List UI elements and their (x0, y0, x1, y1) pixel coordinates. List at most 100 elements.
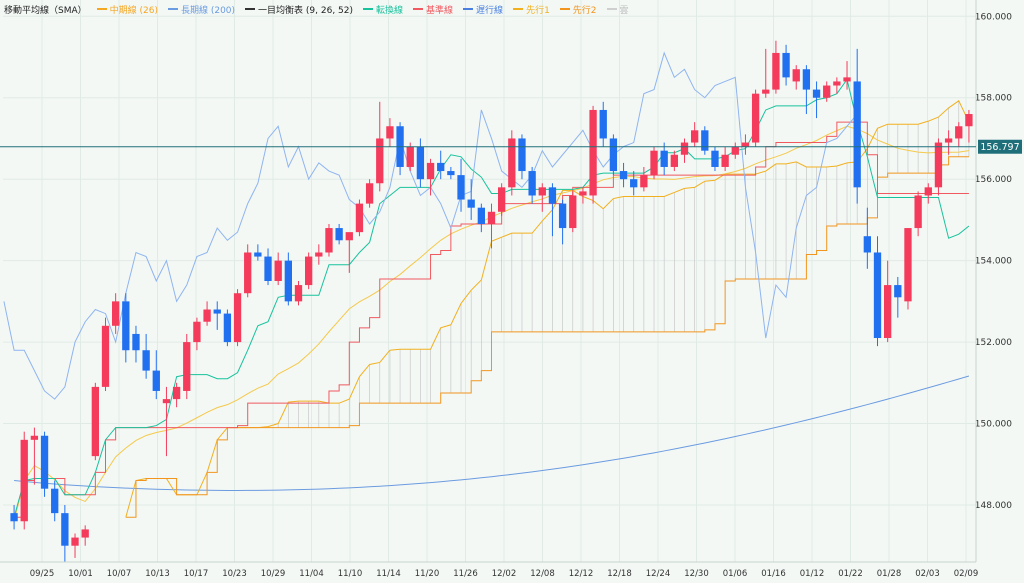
legend-swatch (606, 8, 617, 10)
legend-swatch (413, 8, 424, 10)
candle-body (20, 439, 28, 522)
candle-down (40, 431, 49, 497)
x-tick-label: 01/06 (723, 569, 748, 579)
x-tick-label: 01/12 (800, 569, 825, 579)
candle-down (782, 44, 790, 86)
x-tick-label: 11/14 (376, 569, 401, 579)
candle-body (599, 109, 607, 139)
y-tick-label: 150.000 (975, 420, 1012, 430)
candle-up (884, 260, 892, 343)
candle-body (447, 171, 455, 176)
legend-tenkan: 転換線 (363, 3, 403, 16)
legend-kijun: 基準線 (413, 3, 453, 16)
y-tick-label: 152.000 (975, 338, 1012, 348)
legend-senkou1: 先行1 (513, 3, 550, 16)
candle-body (376, 138, 384, 184)
candle-body (294, 285, 303, 302)
x-tick-label: 10/01 (68, 569, 93, 579)
chikou-line (3, 51, 858, 400)
legend-senkou2: 先行2 (559, 3, 597, 16)
candle-body (101, 325, 110, 387)
candle-body (254, 252, 262, 257)
candles (10, 40, 973, 562)
x-tick-label: 02/03 (915, 569, 940, 579)
candle-up (355, 199, 364, 237)
candle-down (812, 81, 821, 119)
candle-body (579, 191, 587, 196)
current-price-label: 156.797 (980, 142, 1019, 153)
candle-body (193, 321, 201, 343)
candle-down (152, 350, 160, 400)
candle-up (944, 130, 953, 155)
candle-body (223, 313, 232, 343)
candle-body (416, 146, 425, 180)
candle-body (548, 187, 557, 204)
candle-up (640, 166, 648, 192)
candle-body (762, 89, 770, 94)
candle-body (426, 162, 435, 180)
candle-body (884, 285, 892, 339)
candle-down (10, 504, 18, 530)
candle-body (162, 399, 171, 404)
candle-body (132, 333, 140, 351)
x-tick-label: 12/02 (492, 569, 517, 579)
legend-sma-long: 長期線 (200) (167, 3, 235, 16)
candle-body (477, 207, 485, 224)
candle-body (904, 228, 912, 302)
legend-chikou: 遅行線 (463, 3, 503, 16)
candle-body (355, 203, 364, 233)
candle-down (619, 162, 628, 188)
legend-swatch (167, 8, 178, 10)
candle-body (112, 301, 120, 326)
candle-body (30, 435, 39, 440)
candle-down (863, 207, 871, 269)
candle-body (731, 146, 739, 155)
candle-up (762, 48, 770, 98)
candle-body (172, 386, 181, 400)
candle-up (345, 232, 353, 273)
candle-body (792, 69, 800, 82)
candle-body (274, 260, 282, 281)
candle-up (731, 142, 739, 159)
y-tick-label: 160.000 (975, 12, 1012, 22)
x-tick-label: 09/25 (30, 569, 55, 579)
candle-down (51, 480, 59, 522)
candle-up (691, 122, 699, 147)
x-tick-label: 01/28 (877, 569, 902, 579)
ichimoku-cloud (267, 100, 970, 428)
candle-body (406, 146, 414, 167)
candle-up (325, 223, 333, 257)
candle-body (843, 77, 851, 82)
legend-ichimoku-label: 一目均衡表 (9, 26, 52) (245, 3, 353, 16)
candle-up (934, 138, 943, 196)
x-tick-label: 01/22 (838, 569, 863, 579)
x-tick-label: 12/30 (684, 569, 709, 579)
candle-up (792, 65, 800, 90)
candle-up (904, 228, 912, 310)
legend-item-label: 中期線 (26) (109, 5, 158, 16)
candle-body (437, 162, 445, 172)
x-tick-label: 10/17 (184, 569, 209, 579)
candle-down (894, 276, 902, 318)
candle-body (782, 52, 790, 78)
candle-body (213, 309, 221, 314)
legend-item-label: 転換線 (376, 5, 404, 16)
y-tick-label: 156.000 (975, 175, 1012, 185)
candle-body (183, 342, 191, 391)
legend-ichimoku-text: 一目均衡表 (9, 26, 52) (258, 5, 354, 16)
legend-swatch (463, 8, 474, 10)
candle-body (650, 150, 658, 176)
candle-down (284, 252, 292, 306)
senkou-span-1-line (125, 100, 970, 518)
candle-body (335, 228, 343, 241)
candle-body (802, 69, 811, 90)
candle-down (254, 244, 262, 261)
candle-up (101, 317, 110, 391)
candle-body (528, 171, 536, 196)
candle-body (894, 285, 902, 298)
grid-layer (3, 0, 976, 562)
candle-up (833, 77, 841, 94)
legend-swatch (363, 8, 374, 10)
candle-up (315, 244, 323, 265)
